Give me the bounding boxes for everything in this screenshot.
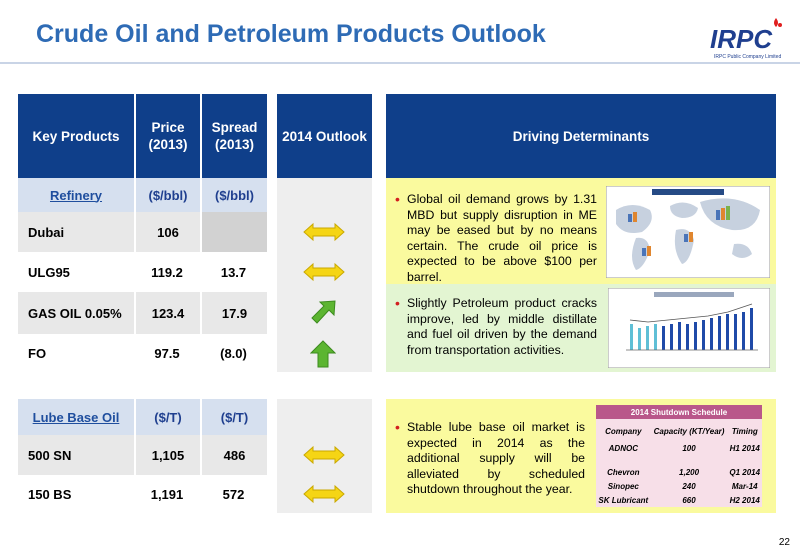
refinery-section-label: Refinery bbox=[18, 178, 134, 212]
sideways-arrow-icon bbox=[303, 445, 345, 465]
up-right-arrow-icon bbox=[311, 300, 336, 324]
schedule-row: Sinopec 240 Mar-14 bbox=[596, 479, 762, 493]
bullet-icon: • bbox=[395, 419, 400, 435]
lube-spread-unit: ($/T) bbox=[200, 399, 267, 435]
product-name: GAS OIL 0.05% bbox=[18, 292, 134, 334]
spread-value: 17.9 bbox=[200, 292, 267, 334]
refinery-spread-unit: ($/bbl) bbox=[200, 178, 267, 212]
driver-text: • Slightly Petroleum product cracks impro… bbox=[395, 295, 597, 357]
spread-value: (8.0) bbox=[200, 334, 267, 372]
schedule-cell: Q1 2014 bbox=[729, 467, 761, 477]
price-value: 1,105 bbox=[134, 435, 200, 475]
price-value: 119.2 bbox=[134, 252, 200, 292]
sideways-arrow-icon bbox=[303, 484, 345, 504]
schedule-cell: Chevron bbox=[607, 467, 640, 477]
bullet-icon: • bbox=[395, 191, 400, 207]
svg-text:IRPC Public Company Limited: IRPC Public Company Limited bbox=[714, 54, 781, 60]
schedule-cell: H2 2014 bbox=[729, 495, 760, 505]
lube-section-label: Lube Base Oil bbox=[18, 399, 134, 435]
shutdown-schedule-table: 2014 Shutdown Schedule Company Capacity … bbox=[596, 405, 762, 507]
price-value: 97.5 bbox=[134, 334, 200, 372]
spread-value bbox=[200, 212, 267, 252]
spread-value: 486 bbox=[200, 435, 267, 475]
petroleum-demand-chart-image bbox=[608, 288, 770, 368]
product-name: FO bbox=[18, 334, 134, 372]
header-driving-determinants: Driving Determinants bbox=[386, 94, 776, 178]
header-2014-outlook: 2014 Outlook bbox=[277, 94, 372, 178]
schedule-cell: 1,200 bbox=[679, 467, 700, 477]
schedule-cell: 100 bbox=[682, 444, 696, 453]
header-spread: Spread (2013) bbox=[200, 94, 267, 178]
schedule-cell: H1 2014 bbox=[729, 444, 760, 453]
spread-value: 572 bbox=[200, 475, 267, 513]
schedule-header: Capacity (KT/Year) bbox=[653, 426, 725, 436]
world-oil-demand-map-image bbox=[606, 186, 770, 278]
schedule-cell: 240 bbox=[682, 481, 696, 491]
price-value: 1,191 bbox=[134, 475, 200, 513]
schedule-cell: Sinopec bbox=[607, 481, 639, 491]
driver-text: • Stable lube base oil market is expected… bbox=[395, 419, 585, 496]
title-divider bbox=[0, 62, 800, 64]
sideways-arrow-icon bbox=[303, 262, 345, 282]
product-name: 150 BS bbox=[18, 475, 134, 513]
spread-value: 13.7 bbox=[200, 252, 267, 292]
schedule-row: ADNOC 100 H1 2014 bbox=[596, 443, 762, 465]
schedule-cell: ADNOC bbox=[608, 444, 638, 453]
page-title: Crude Oil and Petroleum Products Outlook bbox=[36, 20, 546, 48]
schedule-title: 2014 Shutdown Schedule bbox=[596, 405, 762, 419]
schedule-header: Company bbox=[605, 426, 642, 436]
header-price: Price (2013) bbox=[134, 94, 200, 178]
schedule-cell: 660 bbox=[682, 495, 696, 505]
sideways-arrow-icon bbox=[303, 222, 345, 242]
product-name: Dubai bbox=[18, 212, 134, 252]
page-number: 22 bbox=[778, 537, 790, 548]
price-value: 106 bbox=[134, 212, 200, 252]
schedule-cell: SK Lubricant bbox=[598, 495, 649, 505]
logo-flame-icon bbox=[774, 18, 782, 27]
irpc-logo: IRPC IRPC Public Company Limited bbox=[708, 16, 784, 70]
schedule-cell: Mar-14 bbox=[731, 481, 758, 491]
refinery-price-unit: ($/bbl) bbox=[134, 178, 200, 212]
schedule-header: Timing bbox=[731, 426, 758, 436]
price-value: 123.4 bbox=[134, 292, 200, 334]
bullet-icon: • bbox=[395, 295, 400, 311]
up-arrow-icon bbox=[310, 340, 336, 368]
lube-price-unit: ($/T) bbox=[134, 399, 200, 435]
product-name: ULG95 bbox=[18, 252, 134, 292]
driver-text: • Global oil demand grows by 1.31 MBD but… bbox=[395, 191, 597, 284]
svg-text:IRPC: IRPC bbox=[710, 24, 773, 54]
schedule-row: Chevron 1,200 Q1 2014 bbox=[596, 465, 762, 479]
header-key-products: Key Products bbox=[18, 94, 134, 178]
schedule-row: SK Lubricant 660 H2 2014 bbox=[596, 493, 762, 507]
product-name: 500 SN bbox=[18, 435, 134, 475]
